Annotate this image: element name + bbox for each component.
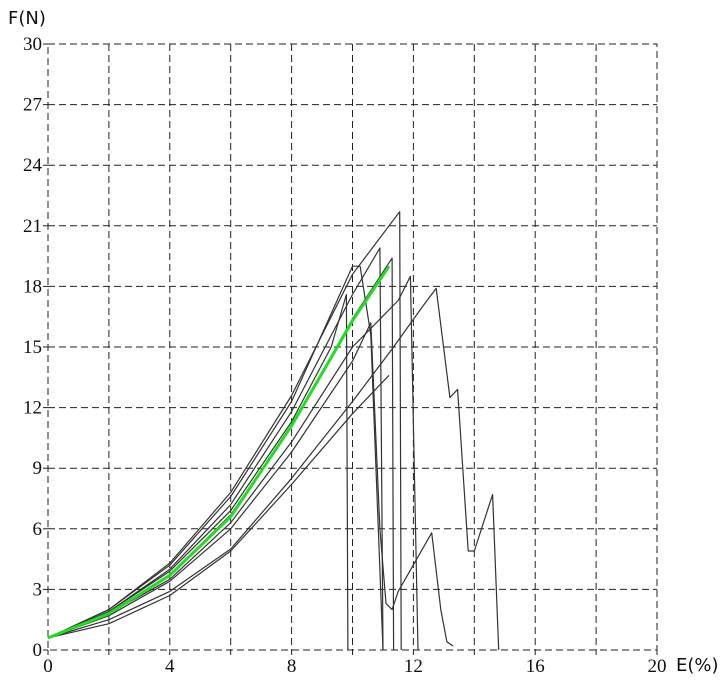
x-tick-label: 16 [526, 656, 545, 677]
specimen-curve [48, 295, 348, 651]
x-tick-label: 12 [404, 656, 423, 677]
specimen-curve [48, 258, 394, 650]
y-tick-label: 21 [23, 216, 42, 237]
x-axis-title: E(%) [676, 655, 719, 676]
y-tick-label: 24 [23, 155, 43, 176]
x-tick-label: 0 [43, 656, 53, 677]
x-tick-label: 4 [165, 656, 175, 677]
y-axis-title: F(N) [8, 8, 46, 29]
y-tick-label: 0 [33, 640, 43, 661]
y-tick-label: 6 [33, 519, 43, 540]
specimen-curve [48, 288, 499, 650]
y-axis-ticks: 0 3 6 9 12 15 18 21 24 27 30 [23, 34, 48, 661]
y-tick-label: 9 [33, 458, 43, 479]
y-tick-label: 30 [23, 34, 42, 55]
y-tick-label: 18 [23, 276, 42, 297]
y-tick-label: 3 [33, 579, 43, 600]
y-tick-label: 15 [23, 337, 42, 358]
y-tick-label: 12 [23, 398, 42, 419]
x-tick-label: 20 [648, 656, 667, 677]
x-axis-ticks: 0 4 8 12 16 20 [43, 650, 666, 677]
y-tick-label: 27 [23, 95, 42, 116]
specimen-curves [48, 212, 499, 650]
x-tick-label: 8 [287, 656, 297, 677]
specimen-curve [48, 266, 383, 650]
specimen-curve [48, 276, 418, 650]
